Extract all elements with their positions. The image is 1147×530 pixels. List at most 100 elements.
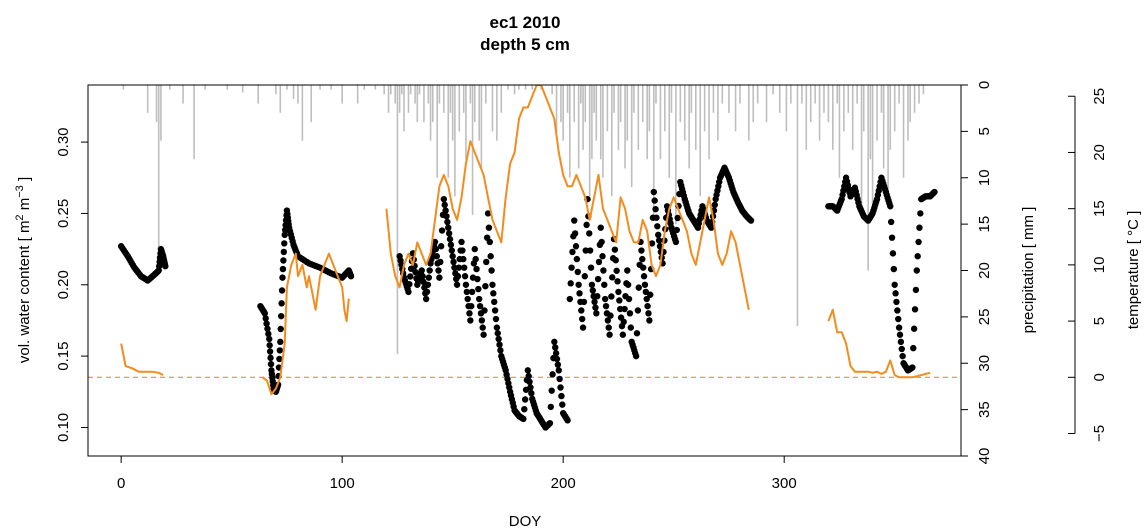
soil-moisture-point xyxy=(447,241,455,249)
temperature-line xyxy=(385,85,750,310)
soil-moisture-point xyxy=(277,312,285,320)
soil-moisture-point xyxy=(635,284,642,291)
soil-moisture-point xyxy=(520,415,527,423)
soil-moisture-point xyxy=(266,342,273,349)
soil-moisture-point xyxy=(437,243,445,250)
soil-moisture-point xyxy=(643,295,650,303)
soil-moisture-point xyxy=(655,237,663,244)
soil-moisture-point xyxy=(476,302,484,310)
soil-moisture-point xyxy=(639,255,646,263)
soil-moisture-point xyxy=(891,281,898,288)
x-tick-label: 200 xyxy=(551,475,576,492)
soil-moisture-point xyxy=(553,355,561,363)
soil-moisture-point xyxy=(608,293,615,300)
soil-moisture-point xyxy=(521,396,529,403)
soil-moisture-point xyxy=(602,302,610,310)
soil-moisture-point xyxy=(267,360,275,368)
soil-moisture-point xyxy=(281,231,288,239)
soil-moisture-point xyxy=(887,218,895,226)
soil-moisture-point xyxy=(488,267,495,274)
soil-moisture-point xyxy=(461,273,469,280)
soil-moisture-point xyxy=(889,250,897,257)
soil-moisture-point xyxy=(468,302,475,310)
soil-moisture-point xyxy=(472,255,479,263)
soil-moisture-point xyxy=(627,324,635,331)
soil-moisture-point xyxy=(431,238,439,246)
soil-moisture-point xyxy=(644,302,651,310)
soil-moisture-point xyxy=(917,210,924,217)
soil-moisture-point xyxy=(601,281,608,288)
y-axis-precipitation: 0 5 10 15 20 25 30 35 40 xyxy=(960,81,993,464)
soil-moisture-point xyxy=(494,330,501,337)
soil-moisture-point xyxy=(894,307,901,314)
soil-moisture-point xyxy=(276,347,284,354)
soil-moisture-point xyxy=(612,257,619,264)
soil-moisture-point xyxy=(266,335,273,343)
soil-moisture-point xyxy=(475,285,482,293)
soil-moisture-point xyxy=(586,230,593,237)
soil-moisture-point xyxy=(432,245,440,253)
soil-moisture-point xyxy=(639,264,647,271)
soil-moisture-point xyxy=(281,240,288,247)
soil-moisture-point xyxy=(497,347,504,354)
soil-moisture-point xyxy=(599,253,606,260)
soil-moisture-point xyxy=(464,295,471,303)
soil-moisture-point xyxy=(615,288,622,296)
soil-moisture-point xyxy=(580,298,588,306)
soil-moisture-point xyxy=(633,330,641,337)
soil-moisture-point xyxy=(890,265,898,273)
soil-moisture-point xyxy=(487,253,494,260)
soil-moisture-point xyxy=(460,255,467,263)
soil-moisture-point xyxy=(442,207,449,214)
soil-moisture-point xyxy=(555,367,562,374)
soil-moisture-point xyxy=(909,364,916,371)
soil-moisture-point xyxy=(910,325,918,332)
soil-moisture-point xyxy=(524,367,532,374)
soil-moisture-point xyxy=(653,214,660,221)
soil-moisture-point xyxy=(601,295,609,303)
y3-tick-label: 5 xyxy=(1091,317,1108,325)
soil-moisture-point xyxy=(579,324,587,331)
soil-moisture-point xyxy=(619,331,627,338)
soil-moisture-point xyxy=(566,295,574,303)
soil-moisture-point xyxy=(573,255,581,263)
soil-moisture-point xyxy=(896,331,904,338)
soil-moisture-point xyxy=(556,375,563,383)
soil-moisture-point xyxy=(475,295,483,303)
soil-moisture-point xyxy=(525,372,532,380)
soil-moisture-point xyxy=(279,274,286,281)
soil-moisture-point xyxy=(423,288,431,296)
soil-moisture-point xyxy=(621,305,628,313)
soil-moisture-point xyxy=(586,247,594,254)
precipitation-bars xyxy=(122,85,925,354)
soil-moisture-point xyxy=(887,203,894,210)
y2-tick-label: 0 xyxy=(976,81,993,89)
x-axis-label: DOY xyxy=(509,513,542,530)
soil-moisture-point xyxy=(261,310,269,317)
soil-moisture-point xyxy=(445,224,452,231)
soil-moisture-point xyxy=(594,275,602,283)
soil-moisture-point xyxy=(422,295,430,303)
soil-moisture-point xyxy=(607,312,614,319)
soil-moisture-point xyxy=(276,355,283,363)
soil-moisture-point xyxy=(433,253,440,260)
soil-moisture-point xyxy=(572,243,580,250)
chart-title: ec1 2010 xyxy=(490,13,561,32)
soil-moisture-point xyxy=(162,263,169,270)
soil-moisture-point xyxy=(552,344,559,351)
soil-moisture-point xyxy=(347,273,355,280)
soil-moisture-point xyxy=(591,298,598,306)
y3-tick-label: 0 xyxy=(1091,373,1108,381)
soil-moisture-point xyxy=(266,348,274,355)
soil-moisture-point xyxy=(471,245,478,253)
soil-moisture-point xyxy=(455,264,463,271)
y-axis-label-end: ] xyxy=(16,177,33,185)
soil-moisture-point xyxy=(651,197,658,204)
y-axis-label-sup2: −3 xyxy=(14,185,26,198)
soil-moisture-point xyxy=(495,335,502,343)
soil-moisture-point xyxy=(895,324,903,331)
soil-moisture-point xyxy=(481,307,488,314)
soil-moisture-point xyxy=(654,223,661,230)
soil-moisture-point xyxy=(493,324,501,331)
y-axis-left: 0.10 0.15 0.20 0.25 0.30 xyxy=(55,127,89,442)
